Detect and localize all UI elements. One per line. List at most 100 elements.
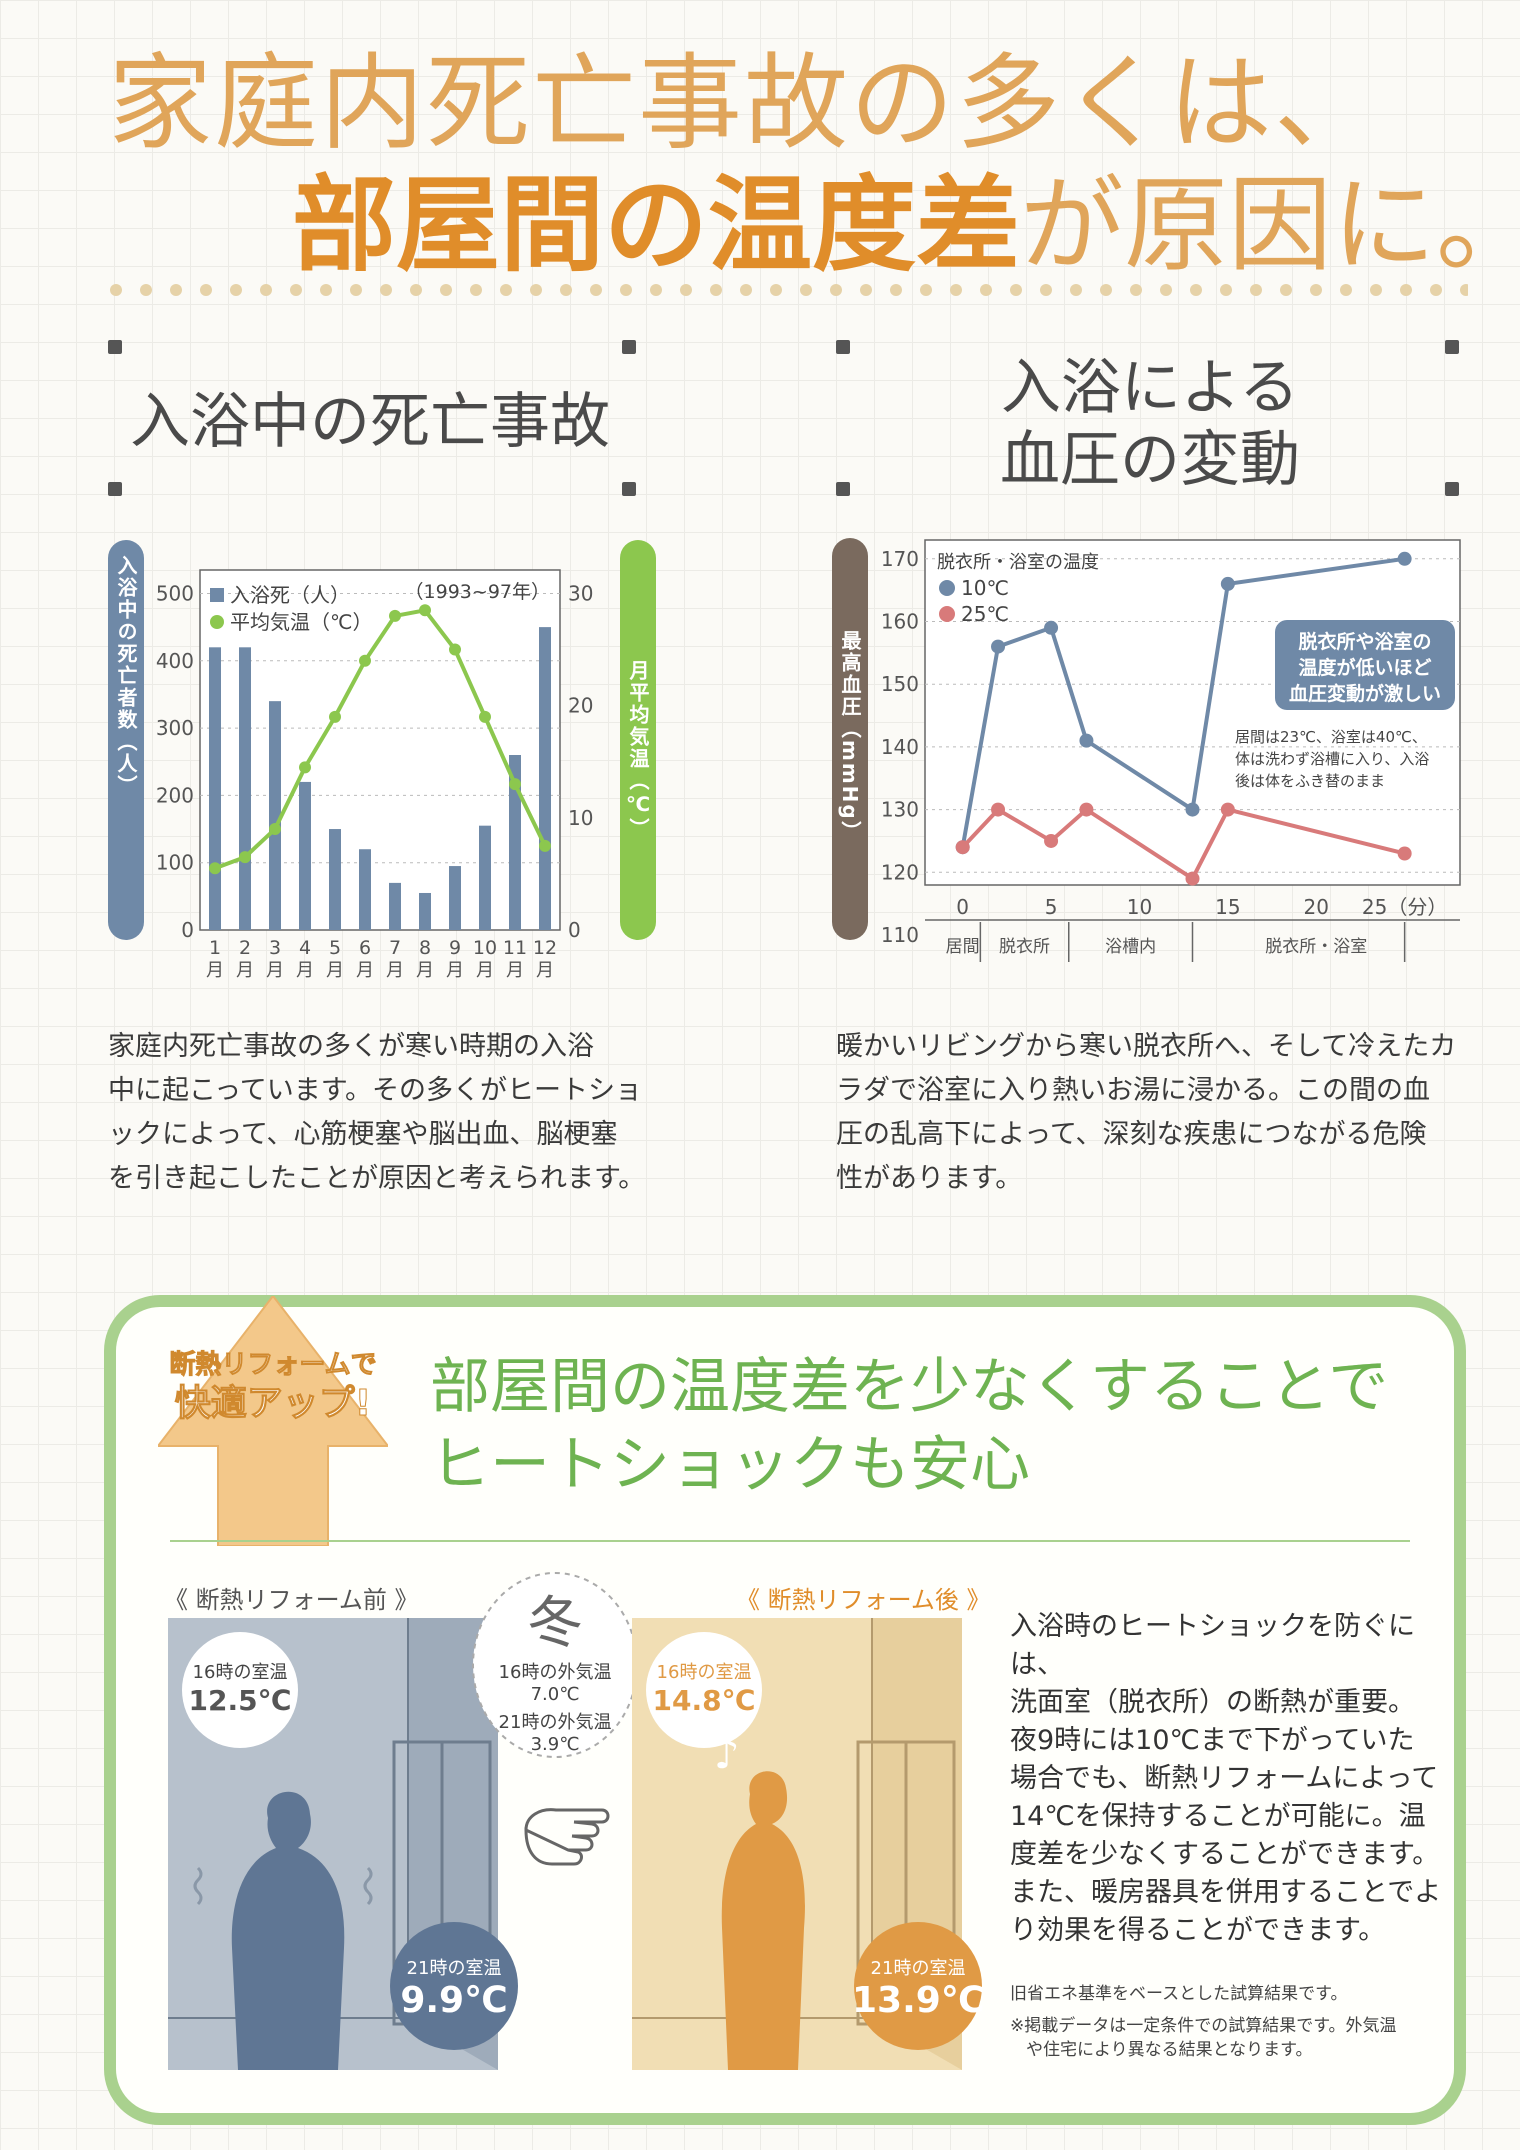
chart1-bar	[359, 849, 371, 930]
chart2-point	[991, 802, 1006, 817]
chart2-x-tick: 25（分）	[1362, 895, 1447, 919]
divider-dot	[110, 284, 122, 296]
badge-line2: 快適アップ!	[174, 1383, 372, 1425]
divider-dot	[500, 284, 512, 296]
headline-emphasis: 部屋間の温度差	[292, 164, 1021, 286]
chart1-temp-point	[539, 839, 551, 852]
divider-dot	[1220, 284, 1232, 296]
after-16-label: 16時の室温	[656, 1662, 752, 1683]
chart2-callout-line: 脱衣所や浴室の	[1298, 630, 1431, 653]
chart2-point	[1220, 576, 1235, 591]
before-21-text: 21時の室温 9.9℃	[388, 1954, 520, 2021]
chart2-plot-frame	[924, 539, 1461, 886]
chart2-callout-box	[1275, 620, 1455, 710]
divider-dot	[140, 284, 152, 296]
chart1-temp-point	[359, 654, 371, 667]
chart2-phase-label: 脱衣所・浴室	[1265, 937, 1367, 957]
chart2-legend-label: 10℃	[961, 576, 1009, 600]
green-divider	[170, 1540, 1410, 1542]
chart2-x-tick: 20	[1304, 895, 1329, 919]
chart1-month-label: 2	[239, 937, 251, 959]
chart1-temp-point	[209, 862, 221, 875]
chart1-temp-point	[419, 604, 431, 617]
chart2-point	[1397, 551, 1412, 566]
chart2-note-line: 体は洗わず浴槽に入り、入浴	[1235, 750, 1429, 768]
divider-dot	[1100, 284, 1112, 296]
chart1-month-unit: 月	[236, 960, 254, 981]
chart1-bar	[479, 825, 491, 930]
chart1-month-unit: 月	[266, 960, 284, 981]
chart1-month-unit: 月	[386, 960, 404, 981]
chart1-month-label: 1	[209, 937, 221, 959]
divider-dot	[740, 284, 752, 296]
divider-dot	[290, 284, 302, 296]
headline-line1: 家庭内死亡事故の多くは、	[108, 42, 1381, 164]
left-axis-pill	[108, 540, 144, 940]
chart2-legend-swatch	[939, 606, 955, 622]
outside-temps: 16時の外気温 7.0℃ 21時の外気温 3.9℃	[470, 1662, 640, 1756]
chart1-temp-point	[239, 851, 251, 864]
outside-16-label: 16時の外気温	[498, 1662, 612, 1683]
badge-line1: 断熱リフォームで	[169, 1350, 377, 1381]
chart1-month-label: 11	[503, 937, 527, 959]
corner-mark	[108, 340, 122, 354]
bp-axis-label: 最高血圧（mmHg）	[838, 630, 862, 843]
chart1-month-label: 6	[359, 937, 371, 959]
chart1-month-unit: 月	[416, 960, 434, 981]
divider-dot	[350, 284, 362, 296]
death-chart: 010020030040050001020301月2月3月4月5月6月7月8月9…	[156, 569, 593, 981]
chart2-x-tick: 15	[1215, 895, 1240, 919]
chart1-right-tick: 20	[568, 694, 593, 718]
divider-dot	[950, 284, 962, 296]
insulation-headline-line2: ヒートショックも安心	[430, 1430, 1030, 1500]
divider-dot	[590, 284, 602, 296]
corner-mark	[836, 482, 850, 496]
divider-dot	[440, 284, 452, 296]
chart2-y-tick: 110	[881, 923, 919, 947]
corner-mark	[622, 482, 636, 496]
after-21-text: 21時の室温 13.9℃	[852, 1954, 984, 2021]
divider-dot	[260, 284, 272, 296]
divider-dot	[1130, 284, 1142, 296]
chart1-left-tick: 500	[156, 581, 194, 605]
chart2-point	[1079, 802, 1094, 817]
chart1-month-label: 7	[389, 937, 401, 959]
blood-pressure-chart: 110 120 130 140 150 160 170 0 5 10 15 20 25（分） 居間 脱衣所 浴…	[881, 539, 1461, 962]
right-body-line: 性があります。	[836, 1163, 1023, 1194]
divider-dot	[860, 284, 872, 296]
after-16-value: 14.8℃	[652, 1684, 756, 1717]
chart2-point	[1220, 802, 1235, 817]
insulation-headline: 部屋間の温度差を少なくすることで ヒートショックも安心	[430, 1348, 1388, 1504]
after-21-bubble	[854, 1922, 982, 2050]
chart2-point	[955, 840, 970, 855]
chart1-month-unit: 月	[206, 960, 224, 981]
insulation-headline-line1: 部屋間の温度差を少なくすることで	[430, 1352, 1389, 1422]
chart1-right-tick: 10	[568, 806, 593, 830]
footnotes: 旧省エネ基準をベースとした試算結果です。 ※掲載データは一定条件での試算結果です…	[1010, 1982, 1450, 2062]
insulation-body-line: 入浴時のヒートショックを防ぐには、	[1010, 1611, 1415, 1680]
chart1-temp-point	[269, 823, 281, 836]
outside-21-value: 3.9℃	[530, 1734, 580, 1755]
divider-dot	[650, 284, 662, 296]
chart1-month-unit: 月	[446, 960, 464, 981]
chart1-temp-point	[299, 761, 311, 774]
divider-dot	[230, 284, 242, 296]
divider-dot	[1040, 284, 1052, 296]
chart1-month-label: 9	[449, 937, 461, 959]
left-body-line: を引き起こしたことが原因と考えられます。	[108, 1163, 646, 1194]
chart1-month-label: 12	[533, 937, 557, 959]
left-section-title: 入浴中の死亡事故	[130, 387, 610, 457]
chart2-phase-label: 居間	[946, 937, 980, 957]
chart1-legend-bar: 入浴死（人）	[230, 583, 350, 607]
right-axis-pill	[620, 540, 656, 940]
insulation-body-line: 14℃を保持することが可能に。温	[1010, 1801, 1426, 1832]
chart1-month-label: 3	[269, 937, 281, 959]
chart1-month-unit: 月	[356, 960, 374, 981]
chart1-temp-point	[509, 778, 521, 791]
divider-dot	[1070, 284, 1082, 296]
chart1-month-label: 4	[299, 937, 311, 959]
chart1-legend-bar-swatch	[210, 588, 224, 602]
dotted-divider	[110, 284, 1468, 296]
insulation-body-line: り効果を得ることができます。	[1010, 1915, 1386, 1946]
before-16-value: 12.5℃	[188, 1684, 292, 1717]
